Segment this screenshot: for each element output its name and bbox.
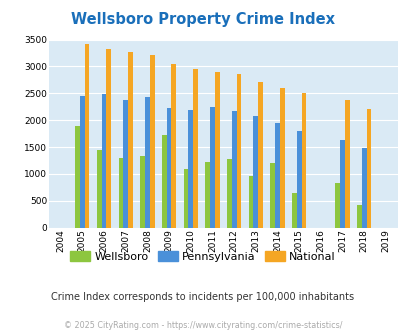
Bar (106, 49, 111, 228)
Bar (361, 148, 366, 228)
Bar (366, 109, 371, 228)
Bar (85, 44, 89, 228)
Bar (149, 55, 154, 228)
Bar (118, 158, 123, 228)
Bar (356, 205, 361, 228)
Bar (205, 162, 209, 228)
Bar (296, 131, 301, 228)
Bar (253, 116, 258, 228)
Bar (97, 150, 101, 228)
Bar (301, 93, 306, 228)
Bar (209, 107, 214, 228)
Bar (339, 140, 344, 228)
Bar (193, 69, 198, 228)
Bar (214, 72, 219, 228)
Bar (248, 176, 253, 228)
Text: Wellsboro Property Crime Index: Wellsboro Property Crime Index (71, 12, 334, 26)
Bar (258, 82, 262, 228)
Bar (231, 111, 236, 228)
Bar (236, 74, 241, 228)
Bar (166, 108, 171, 228)
Bar (140, 156, 145, 228)
Bar (101, 94, 106, 228)
Bar (270, 163, 275, 228)
Bar (123, 100, 128, 228)
Bar (171, 64, 176, 228)
Legend: Wellsboro, Pennsylvania, National: Wellsboro, Pennsylvania, National (66, 247, 339, 267)
Bar (344, 100, 349, 228)
Bar (162, 135, 166, 228)
Bar (226, 159, 231, 228)
Bar (291, 193, 296, 228)
Bar (279, 88, 284, 228)
Bar (128, 52, 132, 228)
Bar (75, 126, 80, 228)
Bar (80, 96, 85, 228)
Bar (335, 182, 339, 228)
Bar (275, 123, 279, 228)
Bar (183, 169, 188, 228)
Text: © 2025 CityRating.com - https://www.cityrating.com/crime-statistics/: © 2025 CityRating.com - https://www.city… (64, 321, 341, 330)
Text: Crime Index corresponds to incidents per 100,000 inhabitants: Crime Index corresponds to incidents per… (51, 292, 354, 302)
Bar (145, 97, 149, 228)
Bar (188, 110, 193, 228)
